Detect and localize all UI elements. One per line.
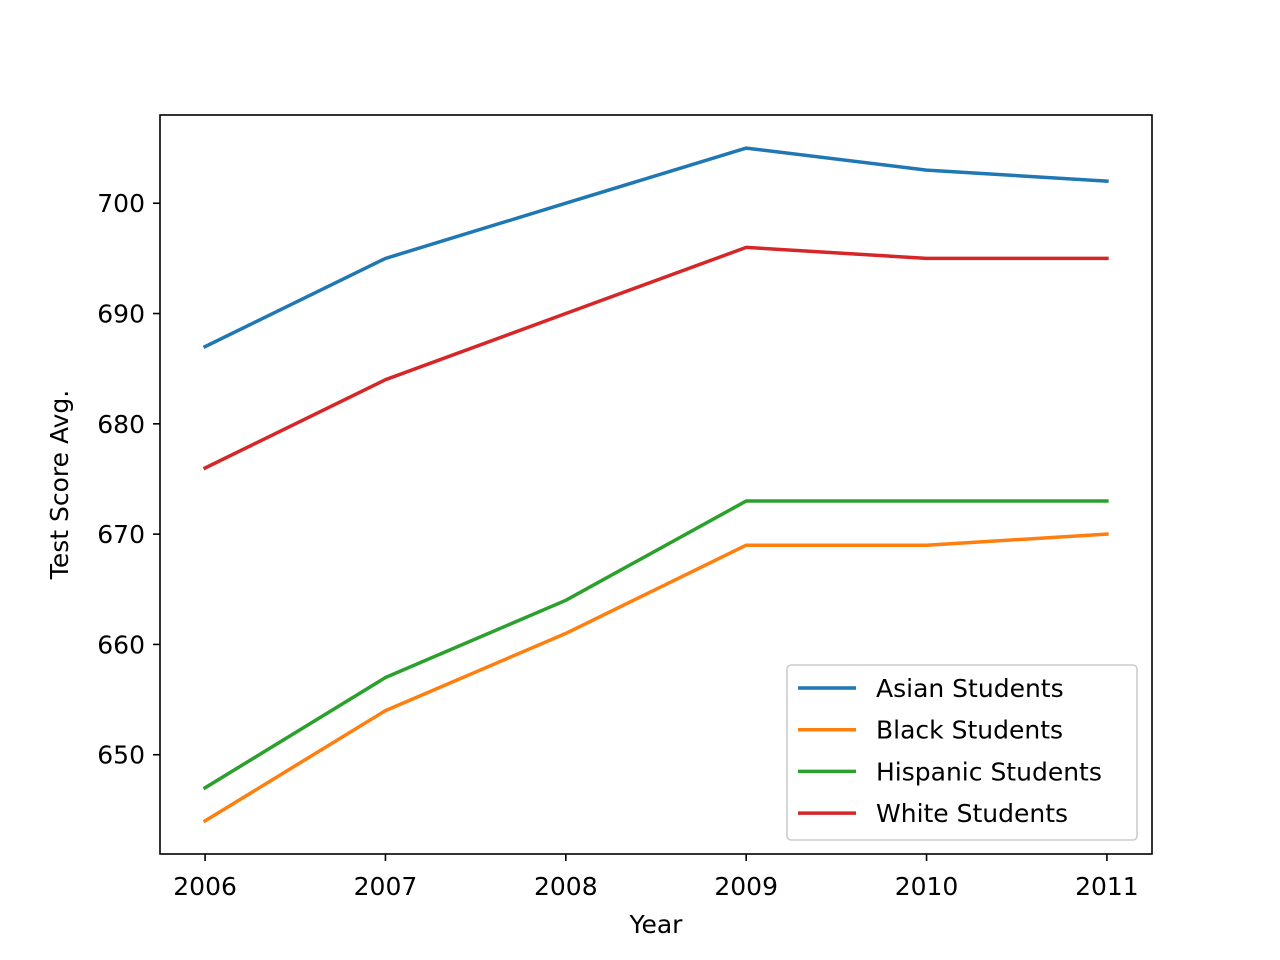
series-line-black-students [202, 532, 1109, 824]
y-tick-label: 680 [97, 410, 145, 439]
x-tick-label: 2011 [1075, 872, 1139, 901]
legend-box [786, 664, 1138, 841]
x-tick-label: 2006 [173, 872, 237, 901]
y-tick-label: 660 [97, 630, 145, 659]
series-layer [202, 146, 1109, 824]
legend-label-asian-students: Asian Students [876, 674, 1064, 703]
series-line-hispanic-students [202, 499, 1109, 791]
legend-label-hispanic-students: Hispanic Students [876, 757, 1102, 786]
legend-label-black-students: Black Students [876, 716, 1063, 745]
y-tick-label: 670 [97, 520, 145, 549]
series-line-white-students [202, 245, 1109, 471]
x-axis-title: Year [629, 910, 684, 939]
series-line-asian-students [202, 146, 1109, 349]
x-tick-label: 2008 [534, 872, 598, 901]
legend-label-white-students: White Students [876, 799, 1068, 828]
plot-area-frame [159, 114, 1153, 855]
y-tick-label: 690 [97, 300, 145, 329]
x-tick-label: 2010 [895, 872, 959, 901]
x-axis-ticks: 2006 2007 2008 2009 2010 2011 [173, 854, 1139, 901]
legend: Asian Students Black Students Hispanic Stu… [786, 664, 1138, 841]
y-axis-ticks: 650 660 670 680 690 700 [97, 189, 160, 770]
y-tick-label: 650 [97, 741, 145, 770]
y-tick-label: 700 [97, 189, 145, 218]
y-axis-title: Test Score Avg. [45, 390, 74, 580]
x-tick-label: 2009 [714, 872, 778, 901]
x-tick-label: 2007 [354, 872, 418, 901]
